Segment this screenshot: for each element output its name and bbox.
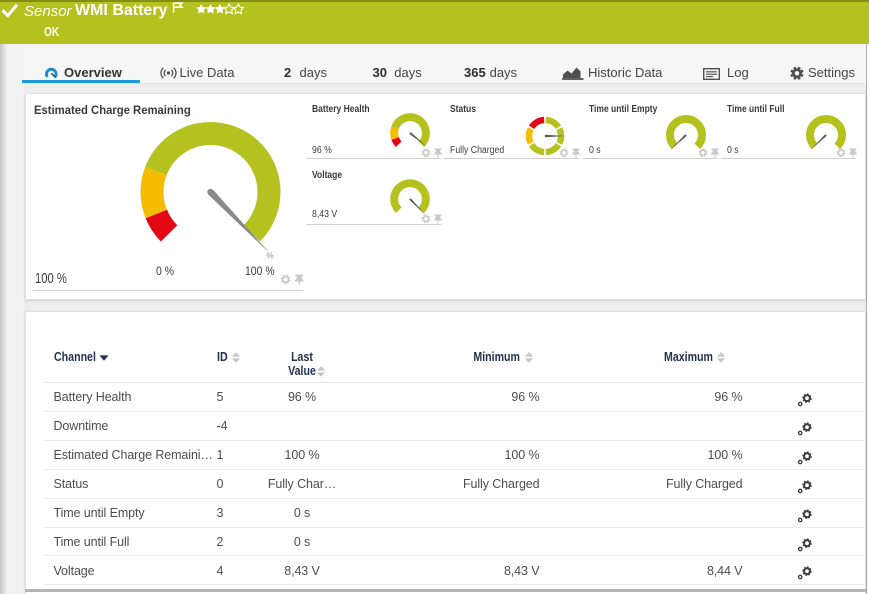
svg-text:%: % bbox=[267, 252, 274, 261]
